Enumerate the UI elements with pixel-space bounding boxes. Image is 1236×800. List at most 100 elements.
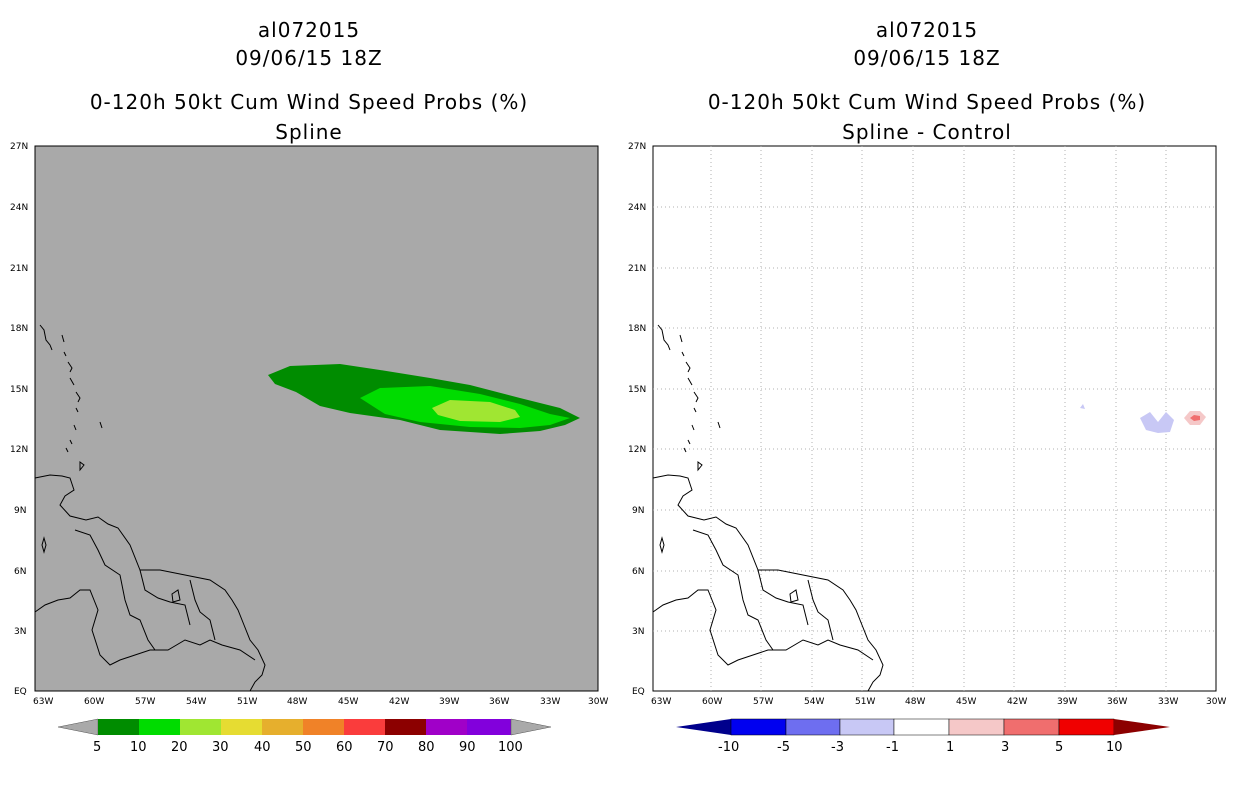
colorbar-label: 100 xyxy=(498,740,523,755)
colorbar-arrow-left xyxy=(676,719,731,735)
colorbar-swatch xyxy=(893,718,950,736)
lat-label: 6N xyxy=(14,567,26,577)
lon-label: 39W xyxy=(439,697,459,707)
lon-label: 42W xyxy=(1007,697,1027,707)
colorbar-label: 50 xyxy=(295,740,312,755)
colorbar-arrow-right xyxy=(510,718,552,736)
colorbar-label: 40 xyxy=(254,740,271,755)
lon-label: 33W xyxy=(540,697,560,707)
product-subtitle: Spline xyxy=(275,120,343,144)
product-subtitle: Spline - Control xyxy=(842,120,1012,144)
lon-label: 54W xyxy=(804,697,824,707)
colorbar-label: 5 xyxy=(1055,740,1063,755)
storm-id: al072015 xyxy=(875,18,979,42)
lat-label: 15N xyxy=(10,385,28,395)
colorbar-swatch xyxy=(262,719,303,735)
lat-label: 27N xyxy=(628,142,646,152)
lat-label: 3N xyxy=(14,627,26,637)
colorbar-swatch xyxy=(1003,718,1060,736)
lon-label: 57W xyxy=(753,697,773,707)
lon-label: 54W xyxy=(186,697,206,707)
lat-label: 18N xyxy=(10,324,28,334)
prob-contour-20 xyxy=(432,400,520,422)
lat-label: 24N xyxy=(10,203,28,213)
lat-axis-labels: 27N 24N 21N 18N 15N 12N 9N 6N 3N EQ xyxy=(10,142,28,697)
lon-label: 36W xyxy=(489,697,509,707)
lat-label: 12N xyxy=(628,445,646,455)
lon-label: 63W xyxy=(651,697,671,707)
lat-label: 24N xyxy=(628,203,646,213)
colorbar-swatch xyxy=(1058,718,1115,736)
colorbar-swatch xyxy=(385,719,426,735)
colorbar-swatch xyxy=(785,718,841,736)
colorbar-label: 90 xyxy=(459,740,476,755)
colorbar-swatch xyxy=(839,718,895,736)
lat-label: EQ xyxy=(14,687,27,697)
lon-label: 45W xyxy=(956,697,976,707)
lat-label: 21N xyxy=(10,264,28,274)
colorbar-swatch xyxy=(948,718,1005,736)
probability-map: 27N 24N 21N 18N 15N 12N 9N 6N 3N EQ 63W … xyxy=(10,142,608,755)
lat-label: 6N xyxy=(632,567,644,577)
lon-label: 63W xyxy=(33,697,53,707)
panel-spline-minus-control: al072015 09/06/15 18Z 0-120h 50kt Cum Wi… xyxy=(618,0,1236,800)
lat-label: 9N xyxy=(14,506,26,516)
colorbar-label: 1 xyxy=(946,740,954,755)
colorbar-label: 10 xyxy=(130,740,147,755)
lon-label: 57W xyxy=(135,697,155,707)
lon-label: 51W xyxy=(237,697,257,707)
lon-label: 60W xyxy=(702,697,722,707)
lon-label: 42W xyxy=(389,697,409,707)
colorbar-label: -3 xyxy=(831,740,844,755)
colorbar-swatch xyxy=(730,718,787,736)
coastlines xyxy=(34,324,266,692)
diff-contour-positive-strong xyxy=(1190,415,1200,421)
storm-id: al072015 xyxy=(257,18,361,42)
lon-axis-labels: 63W 60W 57W 54W 51W 48W 45W 42W 39W 36W … xyxy=(33,697,608,707)
lon-label: 39W xyxy=(1057,697,1077,707)
lon-label: 36W xyxy=(1107,697,1127,707)
lon-axis-labels: 63W 60W 57W 54W 51W 48W 45W 42W 39W 36W … xyxy=(651,697,1226,707)
colorbar-label: 10 xyxy=(1106,740,1123,755)
product-title: 0-120h 50kt Cum Wind Speed Probs (%) xyxy=(707,90,1147,114)
diff-contour-negative xyxy=(1140,412,1174,433)
lon-label: 60W xyxy=(84,697,104,707)
lon-label: 33W xyxy=(1158,697,1178,707)
colorbar-arrow-left xyxy=(57,718,99,736)
lon-label: 48W xyxy=(905,697,925,707)
colorbar-swatch xyxy=(98,719,139,735)
forecast-datetime: 09/06/15 18Z xyxy=(235,46,383,70)
colorbar-difference: -10 -5 -3 -1 1 3 5 10 xyxy=(676,718,1170,755)
coastlines xyxy=(652,324,884,692)
lat-label: 27N xyxy=(10,142,28,152)
colorbar-label: 60 xyxy=(336,740,353,755)
lon-label: 45W xyxy=(338,697,358,707)
colorbar-label: 3 xyxy=(1001,740,1009,755)
lat-axis-labels: 27N 24N 21N 18N 15N 12N 9N 6N 3N EQ xyxy=(628,142,646,697)
diff-contour-negative xyxy=(1080,404,1085,409)
colorbar-label: 30 xyxy=(212,740,229,755)
colorbar-swatch xyxy=(221,719,262,735)
colorbar-label: 20 xyxy=(171,740,188,755)
lat-label: 9N xyxy=(632,506,644,516)
lon-label: 30W xyxy=(1206,697,1226,707)
forecast-datetime: 09/06/15 18Z xyxy=(853,46,1001,70)
colorbar-label: -5 xyxy=(777,740,790,755)
lat-label: 18N xyxy=(628,324,646,334)
lat-label: 15N xyxy=(628,385,646,395)
colorbar-label: 5 xyxy=(93,740,101,755)
lon-label: 48W xyxy=(287,697,307,707)
lat-label: 21N xyxy=(628,264,646,274)
colorbar-label: 70 xyxy=(377,740,394,755)
colorbar-label: -10 xyxy=(718,740,739,755)
lat-label: 12N xyxy=(10,445,28,455)
colorbar-probability: 5 10 20 30 40 50 60 70 80 90 100 xyxy=(57,718,552,755)
colorbar-swatch xyxy=(426,719,467,735)
lon-label: 51W xyxy=(855,697,875,707)
lon-label: 30W xyxy=(588,697,608,707)
colorbar-label: 80 xyxy=(418,740,435,755)
lat-label: EQ xyxy=(632,687,645,697)
colorbar-swatch xyxy=(139,719,180,735)
colorbar-label: -1 xyxy=(886,740,899,755)
map-frame xyxy=(652,145,1217,692)
